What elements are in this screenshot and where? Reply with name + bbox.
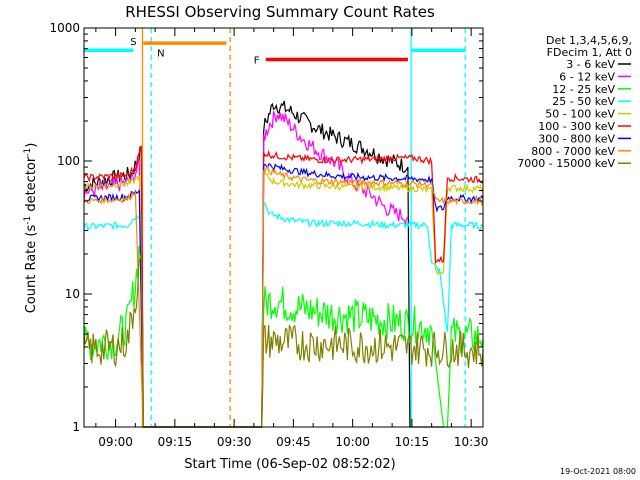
legend-header: FDecim 1, Att 0 bbox=[547, 46, 632, 59]
x-tick-label: 09:15 bbox=[158, 435, 193, 449]
y-axis-label: Count Rate (s-1 detector-1) bbox=[23, 143, 39, 314]
series-line-2 bbox=[83, 230, 484, 428]
y-tick-label: 1 bbox=[72, 420, 80, 434]
x-tick-label: 10:30 bbox=[454, 435, 489, 449]
x-tick-label: 09:30 bbox=[217, 435, 252, 449]
chart-title: RHESSI Observing Summary Count Rates bbox=[125, 3, 435, 21]
timestamp: 19-Oct-2021 08:00 bbox=[560, 467, 636, 476]
night-label: N bbox=[157, 48, 164, 59]
legend-entry-label: 7000 - 15000 keV bbox=[517, 157, 615, 170]
plot-area: S N F bbox=[83, 28, 484, 428]
x-tick-label: 09:45 bbox=[276, 435, 311, 449]
y-tick-label: 10 bbox=[65, 287, 80, 301]
legend-entry-label: 800 - 7000 keV bbox=[531, 145, 615, 158]
y-tick-label: 100 bbox=[57, 154, 80, 168]
legend-header: Det 1,3,4,5,6,9, bbox=[546, 34, 632, 47]
x-axis-label: Start Time (06-Sep-02 08:52:02) bbox=[184, 457, 395, 472]
y-tick-label: 1000 bbox=[49, 21, 80, 35]
saa-label: S bbox=[130, 37, 136, 48]
legend-entry-label: 3 - 6 keV bbox=[566, 58, 615, 71]
legend-entry-label: 50 - 100 keV bbox=[545, 108, 615, 121]
legend-entry-label: 6 - 12 keV bbox=[559, 70, 615, 83]
x-axis: 09:00 09:15 09:30 09:45 10:00 10:15 10:30 bbox=[95, 28, 489, 449]
x-tick-label: 09:00 bbox=[98, 435, 133, 449]
x-tick-label: 10:00 bbox=[335, 435, 370, 449]
flare-label: F bbox=[254, 55, 260, 66]
legend: Det 1,3,4,5,6,9,FDecim 1, Att 03 - 6 keV… bbox=[517, 34, 632, 170]
legend-entry-label: 25 - 50 keV bbox=[552, 95, 615, 108]
legend-entry-label: 300 - 800 keV bbox=[538, 132, 615, 145]
x-tick-label: 10:15 bbox=[395, 435, 430, 449]
series-line-8 bbox=[83, 253, 484, 428]
legend-entry-label: 100 - 300 keV bbox=[538, 120, 615, 133]
legend-entry-label: 12 - 25 keV bbox=[552, 83, 615, 96]
y-axis: 1 10 100 1000 bbox=[49, 21, 483, 434]
plot-frame bbox=[83, 27, 484, 428]
